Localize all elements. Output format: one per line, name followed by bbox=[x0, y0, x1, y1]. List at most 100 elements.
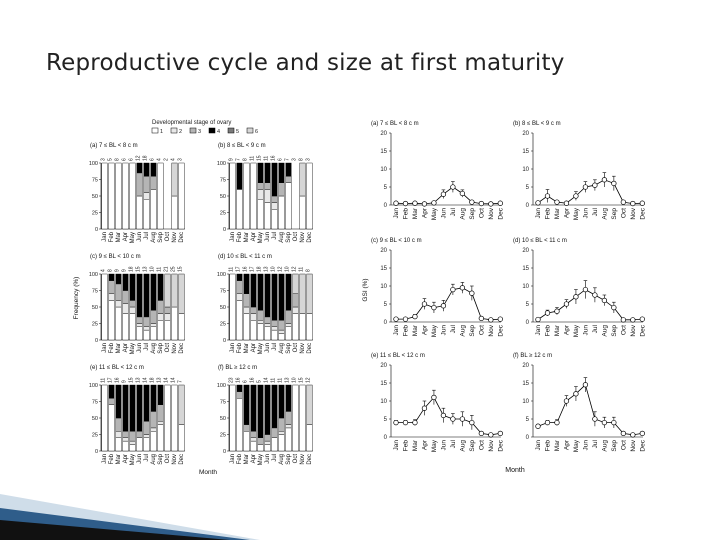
gsi-y-tick-label: 10 bbox=[522, 399, 529, 405]
bar-segment bbox=[150, 175, 157, 190]
gsi-x-tick-label: Jun bbox=[440, 208, 447, 219]
bar-segment bbox=[178, 313, 185, 341]
bar-n-label: 15 bbox=[178, 266, 184, 272]
bar-segment bbox=[250, 440, 257, 452]
bar-segment bbox=[278, 329, 285, 334]
bar-x-tick-label: Mar bbox=[116, 343, 122, 353]
bar-segment bbox=[229, 384, 236, 452]
gsi-point bbox=[544, 419, 551, 426]
gsi-series-line bbox=[396, 396, 501, 436]
gsi-point bbox=[535, 316, 541, 323]
bar-segment bbox=[108, 280, 115, 295]
gsi-point bbox=[620, 199, 626, 205]
bar-x-tick-label: Jun bbox=[265, 232, 271, 242]
bar-n-label: 13 bbox=[143, 266, 149, 272]
gsi-point bbox=[630, 200, 636, 207]
bar-x-tick-label: Dec bbox=[307, 454, 313, 465]
gsi-point bbox=[450, 184, 456, 190]
gsi-point bbox=[421, 405, 428, 411]
bar-y-tick-label: 25 bbox=[92, 322, 98, 328]
bar-n-label: 13 bbox=[285, 377, 291, 383]
gsi-x-tick-label: Apr bbox=[563, 324, 570, 335]
bar-segment bbox=[229, 162, 236, 230]
bar-segment bbox=[108, 384, 115, 399]
gsi-x-tick-label: Jan bbox=[393, 325, 400, 336]
bar-x-tick-label: Nov bbox=[172, 232, 178, 243]
gsi-y-tick-label: 5 bbox=[526, 417, 530, 423]
gsi-point bbox=[440, 303, 447, 309]
bar-n-label: 8 bbox=[243, 158, 249, 161]
bar-x-tick-label: Oct bbox=[293, 232, 299, 242]
bar-segment bbox=[278, 162, 285, 183]
bar-x-tick-label: May bbox=[258, 232, 264, 243]
gsi-point bbox=[535, 423, 541, 429]
gsi-y-tick-label: 20 bbox=[380, 363, 387, 369]
gsi-y-axis-label: GSI (%) bbox=[362, 278, 369, 301]
gsi-panel: (c) 9 ≤ BL < 10 c m 0 5 10 15 20 Jan Feb Mar Apr M… bbox=[371, 238, 504, 337]
bar-segment bbox=[129, 273, 136, 301]
bar-segment bbox=[264, 326, 271, 341]
bar-segment bbox=[271, 162, 278, 197]
bar-x-tick-label: Nov bbox=[300, 232, 306, 243]
bar-segment bbox=[150, 323, 157, 327]
bar-segment bbox=[243, 293, 250, 308]
gsi-x-tick-label: Apr bbox=[563, 439, 570, 450]
gsi-x-tick-label: Nov bbox=[488, 439, 495, 451]
bar-segment bbox=[122, 303, 129, 314]
bar-segment bbox=[271, 195, 278, 203]
gsi-point bbox=[601, 177, 608, 183]
bar-x-tick-label: May bbox=[258, 343, 264, 354]
bar-segment bbox=[115, 384, 122, 419]
gsi-point bbox=[592, 182, 598, 188]
gsi-point bbox=[582, 184, 589, 190]
bar-n-label: 23 bbox=[229, 377, 235, 383]
bar-segment bbox=[278, 182, 285, 197]
bar-y-axis-label: Frequency (%) bbox=[73, 277, 80, 320]
bar-segment bbox=[271, 273, 278, 321]
gsi-point bbox=[440, 191, 447, 197]
bar-n-label: 14 bbox=[164, 377, 170, 383]
bar-segment bbox=[143, 437, 150, 452]
gsi-x-tick-label: Oct bbox=[620, 440, 627, 450]
gsi-x-tick-label: Jan bbox=[535, 325, 542, 336]
bar-x-tick-label: Oct bbox=[165, 454, 171, 464]
bar-segment bbox=[115, 300, 122, 308]
bar-segment bbox=[285, 162, 292, 177]
bar-x-tick-label: Mar bbox=[116, 232, 122, 242]
bar-legend-label: 3 bbox=[198, 129, 201, 135]
bar-segment bbox=[285, 182, 292, 230]
gsi-y-tick-label: 15 bbox=[522, 266, 529, 272]
bar-n-label: 11 bbox=[101, 378, 107, 383]
bar-segment bbox=[143, 192, 150, 200]
bar-x-tick-label: Sep bbox=[158, 231, 164, 242]
bar-segment bbox=[278, 434, 285, 452]
bar-legend-title: Developmental stage of ovary bbox=[152, 120, 231, 126]
bar-segment bbox=[236, 384, 243, 392]
gsi-x-tick-label: May bbox=[573, 207, 580, 220]
bar-segment bbox=[122, 273, 129, 291]
gsi-series-line bbox=[395, 186, 501, 205]
gsi-point bbox=[440, 412, 447, 419]
gsi-x-tick-label: Feb bbox=[544, 208, 551, 220]
bar-segment bbox=[122, 384, 129, 432]
bar-y-tick-label: 100 bbox=[89, 383, 98, 389]
bar-segment bbox=[129, 440, 136, 445]
bar-segment bbox=[299, 273, 306, 314]
gsi-x-tick-label: Mar bbox=[412, 324, 419, 336]
bar-segment bbox=[101, 273, 108, 341]
bar-legend-label: 1 bbox=[160, 129, 163, 135]
gsi-y-tick-label: 20 bbox=[522, 248, 529, 254]
bar-segment bbox=[136, 172, 143, 197]
bar-segment bbox=[150, 427, 157, 432]
gsi-x-tick-label: Jul bbox=[592, 207, 599, 216]
bar-segment bbox=[243, 313, 250, 341]
bar-segment bbox=[278, 431, 285, 435]
gsi-point bbox=[497, 430, 503, 437]
gsi-y-tick-label: 0 bbox=[384, 435, 388, 441]
gsi-x-tick-label: Sep bbox=[469, 440, 476, 452]
gsi-x-tick-label: May bbox=[573, 439, 580, 452]
bar-segment bbox=[108, 398, 115, 406]
bar-segment bbox=[299, 195, 306, 230]
bar-segment bbox=[129, 300, 136, 308]
